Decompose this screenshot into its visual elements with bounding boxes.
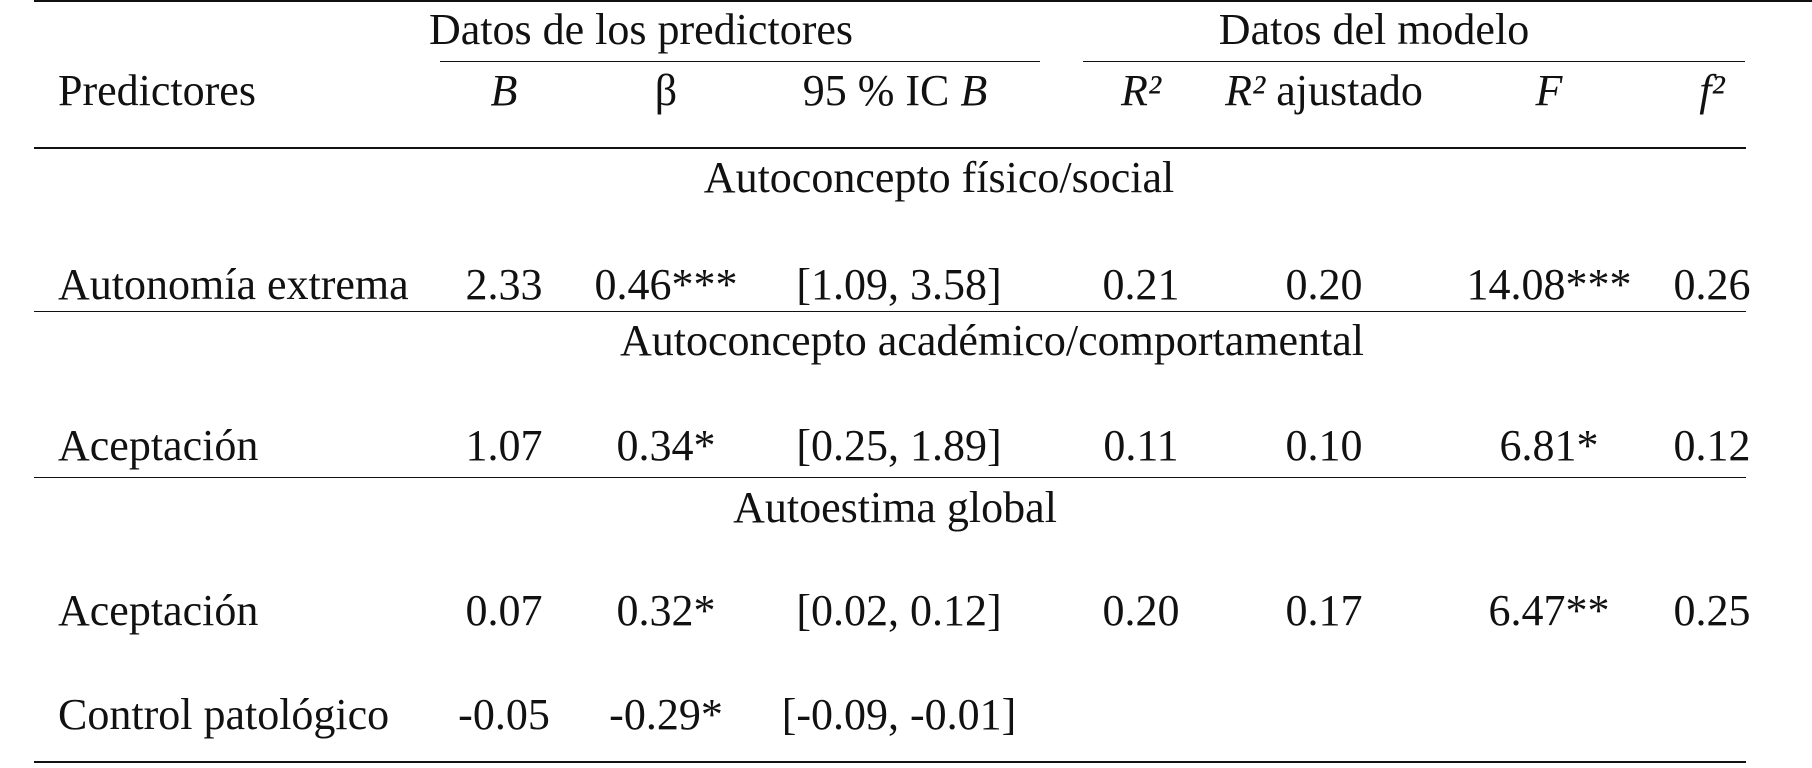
table-row-predictor: Autonomía extrema [58,260,409,309]
table-cell-beta: 0.46*** [594,260,738,309]
table-cell-r2-adjusted: 0.10 [1285,421,1363,470]
column-header-r2: R² [1120,66,1162,115]
table-cell-r2-adjusted: 0.17 [1285,586,1363,635]
group-header-predictors: Datos de los predictores [429,5,853,54]
column-header-r2-adjusted-text: ajustado [1265,66,1423,115]
section-title: Autoestima global [733,483,1057,532]
table-cell-ci: [1.09, 3.58] [796,260,1002,309]
table-top-rule [34,0,1812,2]
column-header-f2: f² [1699,66,1725,115]
table-bottom-rule [34,761,1746,763]
column-header-b: B [490,66,518,115]
group-rule-predictors [440,61,1040,62]
table-cell-r2: 0.20 [1102,586,1180,635]
table-cell-r2: 0.11 [1103,421,1179,470]
column-header-predictors: Predictores [58,66,256,115]
column-header-f: F [1535,66,1563,115]
table-cell-b: 1.07 [465,421,543,470]
column-header-ci: 95 % IC B [803,69,988,113]
table-cell-beta: 0.34* [616,421,716,470]
header-bottom-rule [34,147,1746,149]
table-cell-r2: 0.21 [1102,260,1180,309]
column-header-beta: β [654,66,678,115]
table-row-predictor: Aceptación [58,421,259,470]
table-cell-beta: 0.32* [616,586,716,635]
section-title: Autoconcepto físico/social [703,153,1175,202]
table-cell-f: 6.47** [1488,586,1610,635]
column-header-ci-prefix: 95 % IC [802,66,961,115]
section-divider-rule [34,477,1746,478]
table-cell-ci: [0.02, 0.12] [796,586,1002,635]
table-cell-f: 14.08*** [1466,260,1632,309]
table-row-predictor: Control patológico [58,690,390,739]
table-row-predictor: Aceptación [58,586,259,635]
table-cell-ci: [0.25, 1.89] [796,421,1002,470]
table-cell-r2-adjusted: 0.20 [1285,260,1363,309]
group-rule-model [1083,61,1745,62]
group-header-model: Datos del modelo [1218,5,1530,54]
section-title: Autoconcepto académico/comportamental [619,316,1365,365]
table-cell-ci: [-0.09, -0.01] [781,690,1017,739]
table-cell-b: 2.33 [465,260,543,309]
table-cell-b: 0.07 [465,586,543,635]
table-cell-b: -0.05 [458,690,550,739]
column-header-r2-adjusted-r2: R² [1225,66,1266,115]
table-cell-f: 6.81* [1499,421,1599,470]
section-divider-rule [34,311,1746,312]
table-cell-beta: -0.29* [609,690,723,739]
table-cell-f2: 0.25 [1673,586,1751,635]
column-header-r2-adjusted: R² ajustado [1225,69,1423,113]
table-cell-f2: 0.26 [1673,260,1751,309]
table-cell-f2: 0.12 [1673,421,1751,470]
column-header-ci-b: B [960,66,988,115]
